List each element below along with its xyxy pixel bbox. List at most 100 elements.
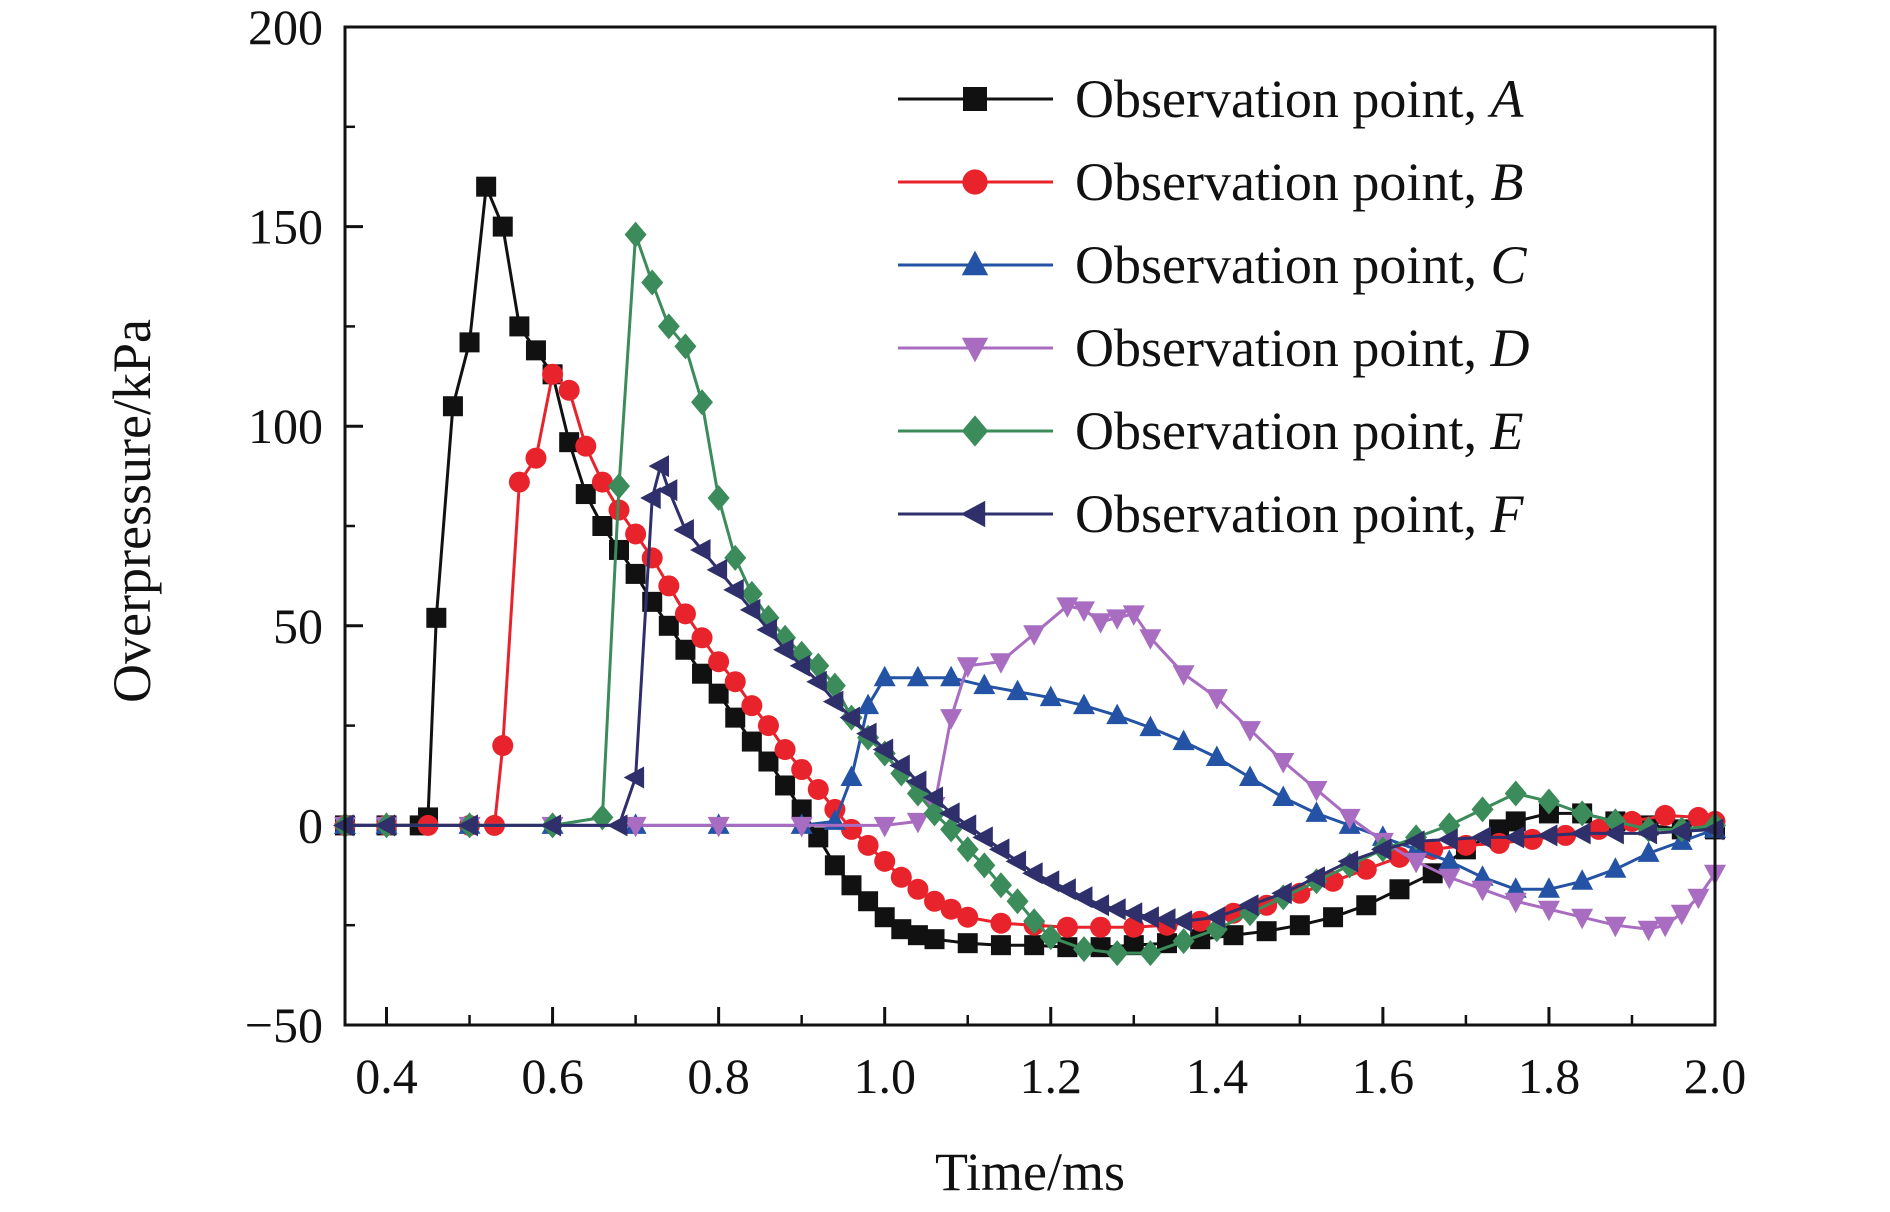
- data-point: [1503, 826, 1525, 849]
- data-point: [956, 836, 979, 863]
- data-point: [940, 709, 963, 730]
- data-point: [1603, 822, 1624, 845]
- data-point: [508, 471, 530, 493]
- data-point: [1438, 868, 1461, 890]
- data-point: [791, 799, 812, 820]
- data-point: [1089, 613, 1112, 634]
- data-point: [923, 800, 946, 827]
- y-axis-title: Overpressure/kPa: [102, 319, 162, 703]
- data-point: [1604, 916, 1627, 938]
- legend-label: Observation point, B: [1075, 152, 1523, 212]
- data-point: [591, 471, 613, 493]
- data-point: [906, 665, 929, 687]
- data-point: [907, 878, 929, 900]
- data-point: [972, 826, 993, 849]
- legend-label-prefix: Observation point,: [1075, 484, 1490, 544]
- data-point: [1687, 806, 1709, 828]
- x-tick-label: 1.8: [1518, 1048, 1581, 1104]
- data-point: [973, 852, 996, 879]
- data-point: [1023, 625, 1046, 646]
- data-point: [973, 673, 996, 695]
- data-point: [940, 665, 963, 687]
- x-tick-label: 1.0: [853, 1048, 916, 1104]
- data-point: [858, 891, 879, 912]
- x-tick-label: 1.2: [1020, 1048, 1083, 1104]
- data-point: [889, 754, 910, 777]
- data-point: [957, 906, 979, 928]
- data-point: [739, 598, 761, 621]
- data-point: [675, 639, 696, 660]
- data-point: [1636, 822, 1658, 845]
- data-point: [856, 722, 877, 745]
- data-point: [459, 332, 480, 353]
- data-point: [706, 558, 728, 581]
- data-point: [1024, 935, 1045, 956]
- data-point: [1256, 921, 1277, 942]
- series-f: [333, 455, 1724, 933]
- data-point: [658, 575, 680, 597]
- data-point: [741, 731, 762, 752]
- legend-label-letter: F: [1489, 484, 1524, 544]
- data-point: [824, 855, 845, 876]
- data-point: [608, 473, 630, 500]
- data-point: [1338, 808, 1361, 830]
- data-point: [905, 770, 927, 793]
- legend-label-prefix: Observation point,: [1075, 152, 1490, 212]
- x-tick-label: 0.4: [355, 1048, 418, 1104]
- data-point: [806, 670, 827, 693]
- data-point: [1537, 900, 1560, 922]
- data-point: [1471, 865, 1494, 886]
- data-point: [840, 765, 863, 786]
- data-point: [857, 834, 879, 856]
- legend-marker: [963, 87, 987, 111]
- legend-label-prefix: Observation point,: [1075, 235, 1490, 295]
- data-point: [1022, 862, 1043, 885]
- data-point: [1570, 822, 1591, 845]
- data-point: [1056, 597, 1079, 618]
- data-point: [756, 618, 777, 641]
- data-point: [1470, 826, 1492, 849]
- data-point: [1405, 852, 1428, 874]
- data-point: [989, 872, 1012, 899]
- legend-label: Observation point, F: [1075, 484, 1524, 544]
- data-point: [1088, 894, 1110, 917]
- data-point: [989, 653, 1012, 674]
- data-point: [1005, 850, 1027, 873]
- data-point: [874, 907, 895, 928]
- data-point: [1172, 665, 1195, 686]
- data-point: [807, 778, 829, 800]
- legend-item-c: Observation point, C: [898, 235, 1527, 295]
- data-point: [457, 814, 479, 837]
- data-point: [872, 738, 894, 761]
- data-point: [559, 432, 580, 453]
- series-line: [345, 604, 1717, 931]
- legend-item-b: Observation point, B: [898, 152, 1523, 212]
- data-point: [822, 690, 844, 713]
- data-point: [658, 615, 679, 636]
- data-point: [956, 657, 979, 678]
- legend-marker: [960, 500, 986, 528]
- data-point: [1055, 878, 1076, 901]
- data-point: [1536, 824, 1558, 847]
- data-point: [1138, 906, 1159, 929]
- data-point: [1172, 729, 1195, 751]
- data-point: [890, 866, 912, 888]
- legend-label-prefix: Observation point,: [1075, 318, 1490, 378]
- legend-label-letter: C: [1490, 235, 1527, 295]
- data-point: [1637, 920, 1660, 942]
- data-point: [1604, 857, 1627, 878]
- data-point: [1056, 916, 1078, 938]
- data-point: [1337, 850, 1359, 873]
- legend-label-letter: D: [1489, 318, 1529, 378]
- data-point: [641, 547, 663, 569]
- legend-marker: [961, 415, 989, 447]
- legend-label: Observation point, A: [1075, 69, 1524, 129]
- data-point: [640, 487, 661, 510]
- x-tick-label: 2.0: [1684, 1048, 1747, 1104]
- data-point: [691, 627, 713, 649]
- data-point: [955, 814, 977, 837]
- data-point: [1504, 877, 1527, 898]
- data-point: [1023, 908, 1046, 935]
- plot-frame: [343, 25, 1717, 1027]
- data-point: [1238, 894, 1259, 917]
